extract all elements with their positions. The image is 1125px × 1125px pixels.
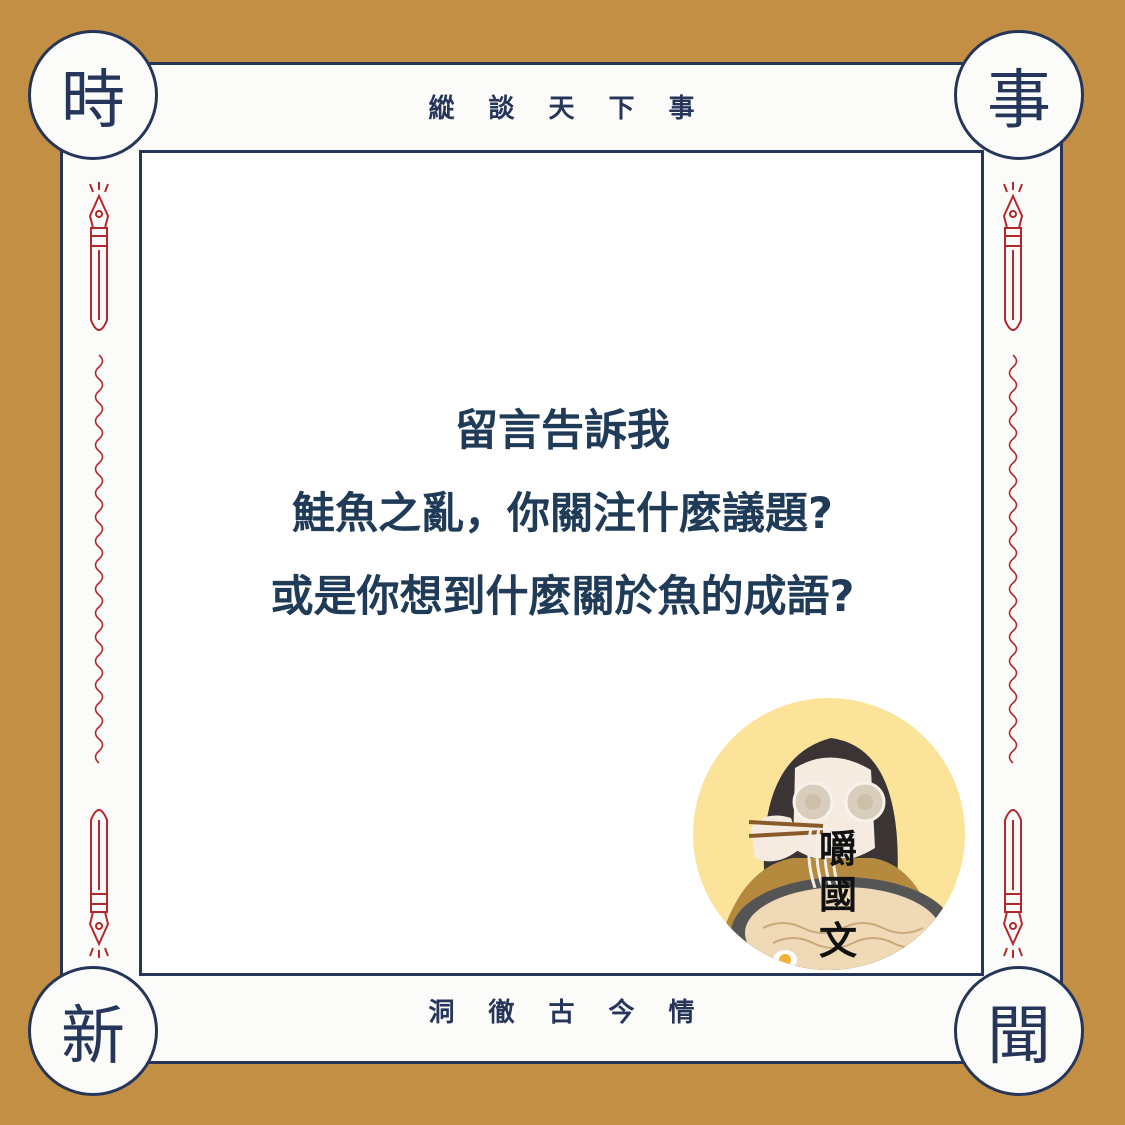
logo-char-2: 國 [818,873,857,917]
message-line-3: 或是你想到什麼關於魚的成語? [270,572,855,622]
corner-badge-top-right: 事 [954,30,1084,160]
fountain-pen-icon [88,182,110,331]
top-banner-text: 縱談天下事 [428,94,729,124]
fountain-pen-icon [1002,182,1024,331]
wavy-line-icon [1008,354,1018,764]
logo-char-3: 文 [818,919,857,963]
corner-badge-bottom-left: 新 [28,966,158,1096]
corner-badge-bottom-right: 聞 [954,966,1084,1096]
brand-logo-illustration [693,698,965,970]
fountain-pen-icon [88,809,110,958]
fountain-pen-icon [1002,809,1024,958]
left-side-decoration [88,182,110,958]
brand-logo-text: 嚼 國 文 [808,826,868,964]
right-side-decoration [1002,182,1024,958]
bottom-banner-text: 洞徹古今情 [428,998,729,1028]
message-line-2: 鮭魚之亂，你關注什麼議題? [292,489,833,539]
main-message: 留言告訴我 鮭魚之亂，你關注什麼議題? 或是你想到什麼關於魚的成語? [150,390,975,639]
logo-char-1: 嚼 [818,827,857,871]
message-line-1: 留言告訴我 [455,406,670,456]
wavy-line-icon [94,354,104,764]
corner-badge-top-left: 時 [28,30,158,160]
